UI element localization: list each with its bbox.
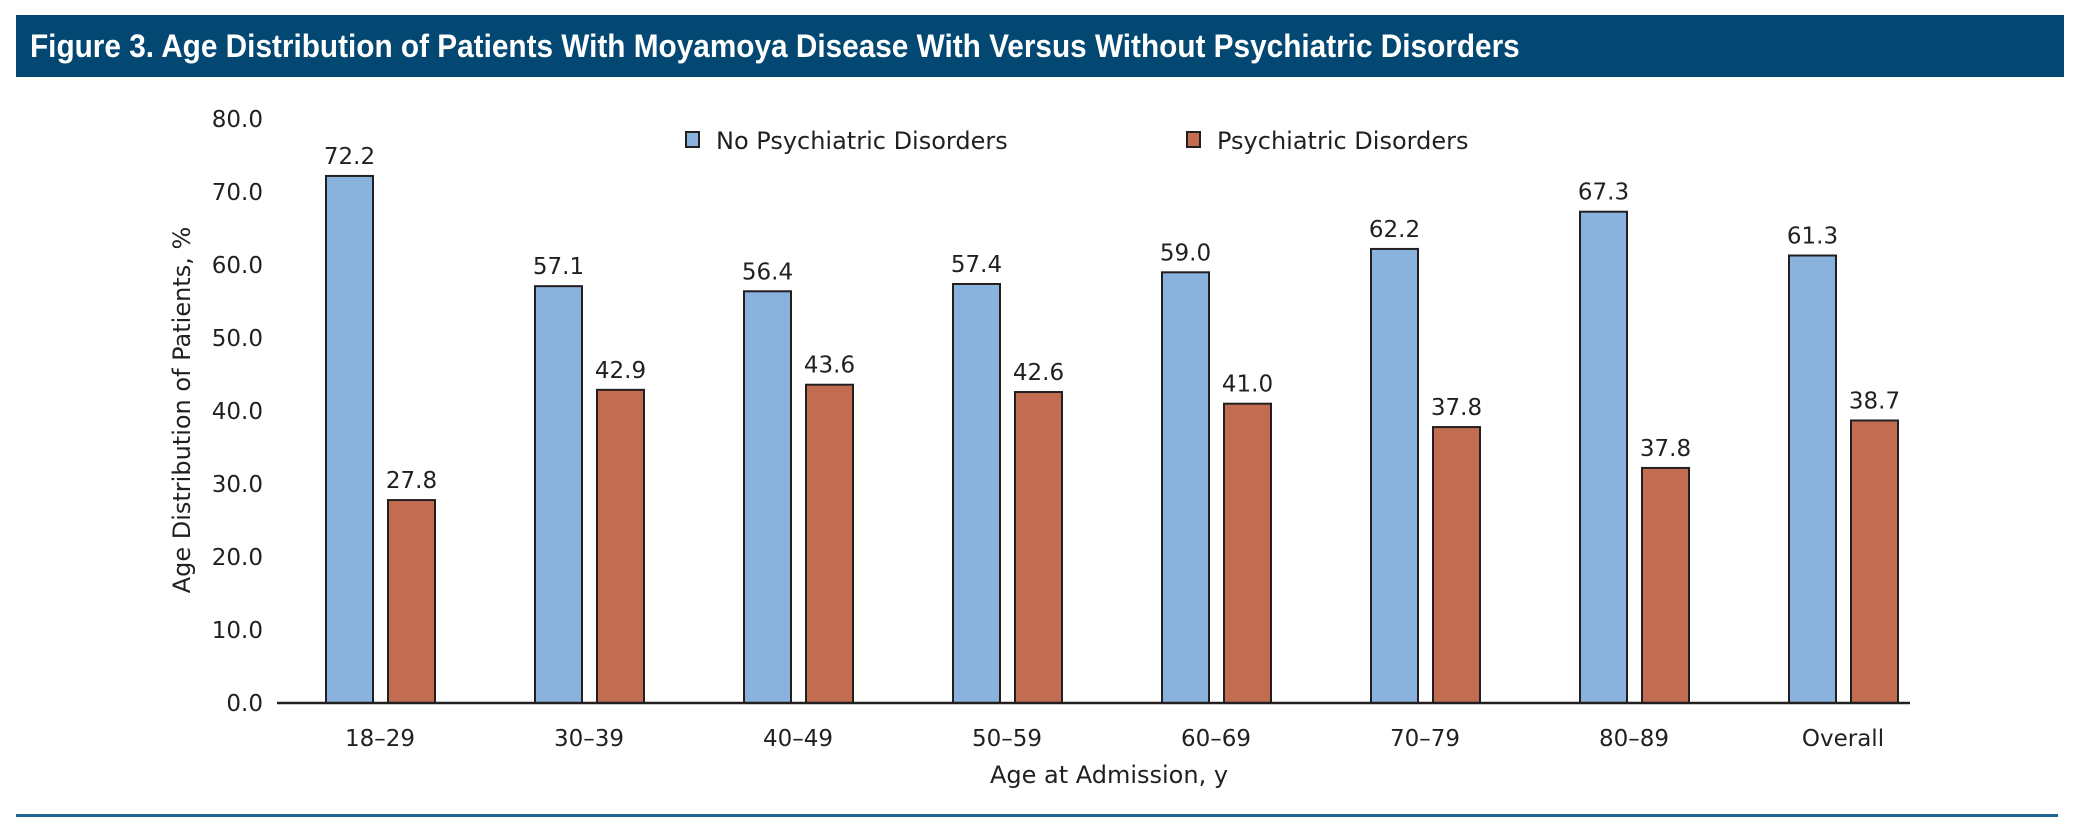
- legend-swatch-psychiatric-disorders: [1186, 131, 1201, 148]
- bottom-divider: [16, 814, 2058, 817]
- bar-psychiatric-disorders: [1850, 419, 1899, 704]
- x-axis-title: Age at Admission, y: [990, 761, 1228, 789]
- x-tick-label: 50–59: [972, 726, 1042, 752]
- x-tick-label: 70–79: [1390, 726, 1460, 752]
- x-tick-label: Overall: [1802, 726, 1884, 752]
- value-label: 62.2: [1369, 217, 1420, 243]
- value-label: 37.8: [1431, 395, 1482, 421]
- y-tick-label: 50.0: [212, 326, 263, 352]
- y-tick-label: 40.0: [212, 399, 263, 425]
- value-label: 42.9: [595, 358, 646, 384]
- value-label: 42.6: [1013, 360, 1064, 386]
- bars: [325, 174, 1899, 705]
- y-axis-ticks: 0.0 10.0 20.0 30.0 40.0 50.0 60.0 70.0 80.0: [212, 107, 263, 717]
- bar-psychiatric-disorders: [1014, 391, 1063, 704]
- legend-label-psychiatric-disorders: Psychiatric Disorders: [1217, 127, 1468, 155]
- value-label: 72.2: [324, 144, 375, 170]
- y-tick-label: 20.0: [212, 545, 263, 571]
- value-label: 57.4: [951, 252, 1002, 278]
- value-label: 67.3: [1578, 180, 1629, 206]
- legend-item-psychiatric-disorders: Psychiatric Disorders: [1186, 127, 1468, 155]
- legend-item-no-psychiatric-disorders: No Psychiatric Disorders: [685, 127, 1008, 155]
- bar-psychiatric-disorders: [596, 388, 645, 704]
- legend: No Psychiatric Disorders Psychiatric Dis…: [685, 127, 1468, 155]
- x-tick-label: 18–29: [345, 726, 415, 752]
- legend-swatch-no-psychiatric-disorders: [685, 131, 700, 148]
- y-tick-label: 60.0: [212, 253, 263, 279]
- bar-psychiatric-disorders: [1641, 466, 1690, 704]
- y-tick-label: 10.0: [212, 618, 263, 644]
- bar-no-psychiatric-disorders: [743, 290, 792, 704]
- value-label: 61.3: [1787, 224, 1838, 250]
- figure-title: Figure 3. Age Distribution of Patients W…: [30, 28, 1520, 64]
- x-tick-label: 30–39: [554, 726, 624, 752]
- x-tick-label: 60–69: [1181, 726, 1251, 752]
- bar-no-psychiatric-disorders: [1370, 247, 1419, 704]
- value-label: 56.4: [742, 259, 793, 285]
- y-tick-label: 30.0: [212, 472, 263, 498]
- figure-title-bar: Figure 3. Age Distribution of Patients W…: [16, 15, 2064, 77]
- value-label: 38.7: [1849, 388, 1900, 414]
- value-label: 41.0: [1222, 372, 1273, 398]
- y-tick-label: 80.0: [212, 107, 263, 133]
- bar-no-psychiatric-disorders: [952, 282, 1001, 704]
- value-label: 43.6: [804, 353, 855, 379]
- y-tick-label: 0.0: [226, 691, 263, 717]
- y-axis-title: Age Distribution of Patients, %: [168, 227, 196, 594]
- bar-no-psychiatric-disorders: [1579, 210, 1628, 705]
- bar-psychiatric-disorders: [805, 383, 854, 704]
- value-label: 37.8: [1640, 436, 1691, 462]
- bar-no-psychiatric-disorders: [534, 285, 583, 704]
- bar-no-psychiatric-disorders: [325, 174, 374, 704]
- bar-no-psychiatric-disorders: [1161, 271, 1210, 704]
- x-tick-label: 80–89: [1599, 726, 1669, 752]
- value-label: 57.1: [533, 254, 584, 280]
- bar-psychiatric-disorders: [387, 499, 436, 704]
- value-labels: 72.2 27.8 57.1 42.9 56.4 43.6 57.4 42.6 59.0 41.0…: [324, 144, 1900, 494]
- legend-label-no-psychiatric-disorders: No Psychiatric Disorders: [716, 127, 1008, 155]
- bar-no-psychiatric-disorders: [1788, 254, 1837, 704]
- value-label: 59.0: [1160, 240, 1211, 266]
- bar-psychiatric-disorders: [1432, 426, 1481, 704]
- x-axis-category-labels: 18–29 30–39 40–49 50–59 60–69 70–79 80–89 Overa…: [345, 726, 1884, 752]
- y-tick-label: 70.0: [212, 180, 263, 206]
- x-tick-label: 40–49: [763, 726, 833, 752]
- bar-psychiatric-disorders: [1223, 402, 1272, 704]
- value-label: 27.8: [386, 468, 437, 494]
